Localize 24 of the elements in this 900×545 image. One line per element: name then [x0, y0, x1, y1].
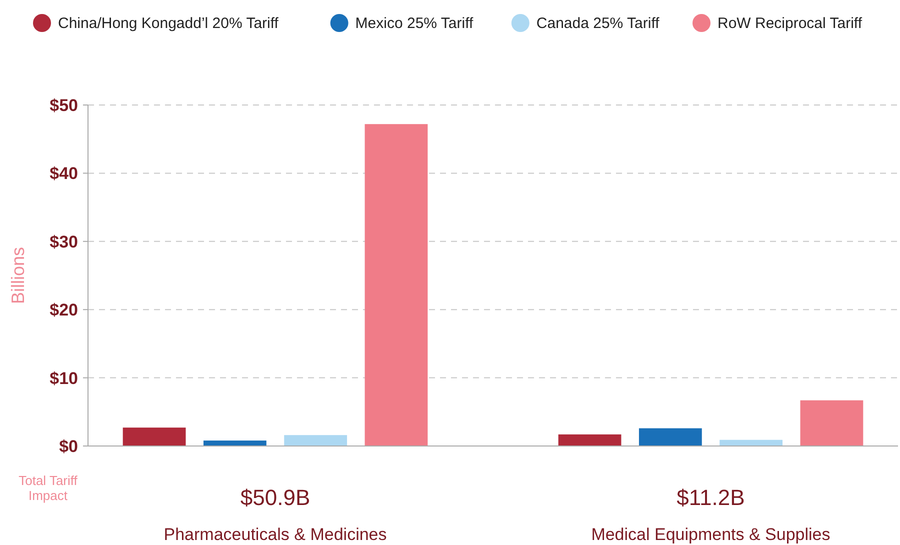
y-tick-label: $10: [50, 368, 78, 388]
bar: [558, 434, 622, 446]
x-tick-label: Medical Equipments & Supplies: [591, 525, 830, 544]
y-tick-label: $0: [59, 437, 78, 456]
legend-label: China/Hong Kongadd’l 20% Tariff: [58, 15, 280, 32]
text: Total Tariff Impact: [18, 473, 78, 503]
y-tick-label: $40: [50, 164, 78, 184]
text: $50.9B: [240, 485, 310, 510]
legend-label: Mexico 25% Tariff: [355, 15, 474, 32]
legend-label: RoW Reciprocal Tariff: [718, 15, 863, 32]
legend-label: Canada 25% Tariff: [536, 15, 660, 32]
y-axis-title: Billions: [8, 246, 28, 304]
bar: [122, 428, 186, 446]
y-tick-label: $50: [50, 96, 78, 115]
text: $11.2B: [676, 485, 745, 510]
bar: [284, 435, 348, 446]
bar: [203, 440, 266, 446]
y-tick-label: $20: [50, 300, 78, 320]
y-tick-label: $30: [50, 232, 78, 252]
x-tick-label: Pharmaceuticals & Medicines: [164, 525, 387, 544]
bar: [364, 124, 428, 446]
bar: [800, 400, 864, 446]
bar: [638, 428, 702, 446]
bar: [720, 440, 783, 446]
